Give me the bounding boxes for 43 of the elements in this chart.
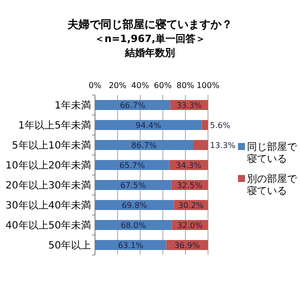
y-tick-label: 1年以上5年未満	[18, 120, 91, 132]
y-tick-label: 20年以上30年未満	[6, 180, 91, 192]
legend-label: 別の部屋で寝ている	[247, 173, 298, 197]
text: 68.0%	[120, 221, 146, 230]
x-tick-label: 40%	[131, 81, 150, 90]
text: 34.3%	[176, 161, 202, 170]
bar	[202, 120, 208, 130]
text: 69.8%	[122, 201, 148, 210]
text: 13.3%	[210, 141, 236, 150]
text: 94.4%	[136, 121, 162, 130]
text: 30.2%	[178, 201, 204, 210]
text: 36.9%	[174, 241, 200, 250]
bar	[95, 160, 170, 170]
text: 33.3%	[176, 101, 202, 110]
y-tick-label: 30年以上40年未満	[6, 200, 91, 212]
text: 32.5%	[176, 181, 202, 190]
x-tick-label: 20%	[108, 81, 127, 90]
text: 32.0%	[177, 221, 203, 230]
y-tick-label: 10年以上20年未満	[6, 160, 91, 172]
text: 5.6%	[210, 121, 230, 130]
bar	[95, 180, 172, 190]
bar	[95, 100, 170, 110]
bar	[95, 120, 202, 130]
text: 66.7%	[120, 101, 146, 110]
y-tick-label: 40年以上50年未満	[6, 220, 91, 232]
text: 63.1%	[118, 241, 144, 250]
chart-subtitle: ＜n=1,967,単一回答＞	[94, 33, 206, 45]
bar	[95, 240, 166, 250]
bar	[192, 140, 208, 150]
text: 86.7%	[131, 141, 157, 150]
y-tick-label: 5年以上10年未満	[12, 140, 91, 152]
x-tick-label: 100%	[196, 81, 220, 90]
chart-title: 夫婦で同じ部屋に寝ていますか？	[66, 18, 232, 31]
x-tick-label: 0%	[88, 81, 102, 90]
x-tick-label: 80%	[176, 81, 195, 90]
x-tick-label: 60%	[154, 81, 172, 90]
legend-label: 同じ部屋で寝ている	[247, 141, 298, 165]
text: 65.7%	[119, 161, 145, 170]
text: 67.5%	[120, 181, 146, 190]
text: 結婚年数別	[124, 47, 175, 59]
bar	[95, 140, 193, 150]
y-tick-label: 1年未満	[54, 100, 91, 112]
y-tick-label: 50年以上	[48, 240, 91, 252]
